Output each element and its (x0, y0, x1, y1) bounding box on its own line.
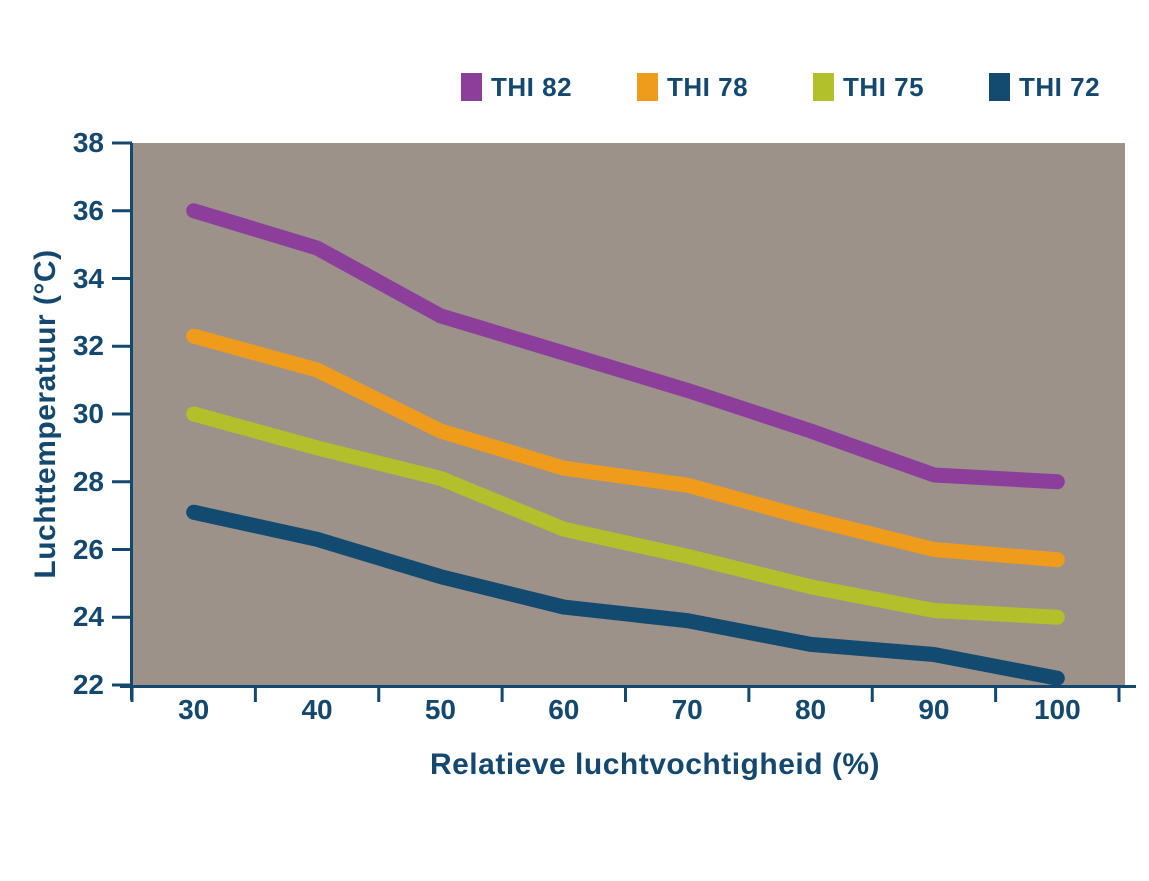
y-tick-label-22: 22 (72, 669, 104, 700)
legend-swatch-thi-78 (637, 73, 658, 101)
legend-label-thi-72: THI 72 (1019, 71, 1101, 102)
y-tick-label-24: 24 (72, 601, 104, 633)
legend-item-thi-82: THI 82 (461, 72, 637, 103)
x-tick-label-70: 70 (671, 694, 703, 725)
plot-area (132, 143, 1125, 685)
x-tick-label-90: 90 (918, 694, 950, 725)
series-line-thi-75 (186, 406, 1065, 625)
y-axis-title: Luchttemperatuur (°C) (29, 249, 62, 579)
x-tick-label-50: 50 (424, 694, 457, 725)
y-tick-label-26: 26 (72, 533, 104, 565)
series-line-thi-72 (186, 504, 1065, 686)
series-line-thi-82 (186, 203, 1065, 490)
y-tick-label-30: 30 (72, 398, 104, 429)
x-tick-label-30: 30 (178, 694, 210, 725)
series-line-thi-78 (186, 328, 1065, 568)
y-tick-label-38: 38 (72, 127, 104, 158)
y-tick-label-32: 32 (72, 330, 104, 362)
legend-label-thi-75: THI 75 (843, 71, 925, 102)
legend-label-thi-78: THI 78 (667, 71, 749, 102)
x-tick-label-40: 40 (301, 694, 333, 725)
legend: THI 82 THI 78 THI 75 THI 72 (461, 70, 1149, 104)
legend-swatch-thi-82 (461, 73, 482, 101)
legend-swatch-thi-75 (813, 73, 834, 101)
x-tick-label-80: 80 (794, 694, 827, 725)
y-tick-label-36: 36 (72, 194, 104, 226)
legend-item-thi-75: THI 75 (813, 72, 989, 103)
legend-swatch-thi-72 (989, 73, 1010, 101)
legend-label-thi-82: THI 82 (491, 71, 573, 102)
x-tick-label-60: 60 (548, 694, 580, 725)
legend-item-thi-72: THI 72 (989, 72, 1149, 103)
y-tick-label-34: 34 (72, 262, 104, 294)
legend-item-thi-78: THI 78 (637, 72, 813, 103)
x-axis-title: Relatieve luchtvochtigheid (%) (429, 748, 881, 781)
y-tick-label-28: 28 (72, 465, 104, 497)
x-tick-label-100: 100 (1033, 694, 1081, 725)
